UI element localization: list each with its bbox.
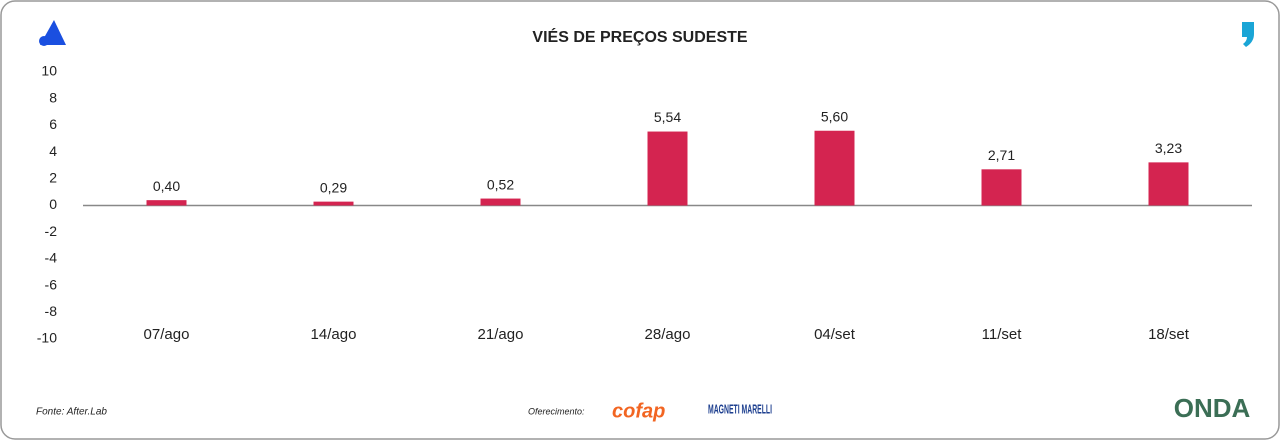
chart-title: VIÉS DE PREÇOS SUDESTE: [532, 27, 747, 46]
value-label: 2,71: [988, 147, 1015, 163]
y-tick-label: 2: [49, 170, 57, 186]
x-tick-label: 21/ago: [478, 326, 524, 343]
y-tick-label: -6: [45, 276, 58, 292]
y-tick-label: 8: [49, 89, 57, 105]
y-tick-label: -2: [45, 223, 58, 239]
value-label: 5,54: [654, 109, 681, 125]
x-tick-label: 28/ago: [645, 326, 691, 343]
value-label: 5,60: [821, 108, 848, 124]
bar: [1148, 162, 1189, 206]
bar: [814, 130, 855, 206]
y-tick-label: -8: [45, 303, 58, 319]
x-tick-label: 14/ago: [311, 326, 357, 343]
bar: [981, 169, 1022, 206]
sponsor-logo: MAGNETI MARELLI: [708, 401, 772, 416]
logo-right: [1242, 22, 1254, 47]
sponsor-logo: cofap: [612, 400, 665, 422]
y-tick-label: -4: [45, 250, 58, 266]
value-label: 3,23: [1155, 140, 1182, 156]
bar: [480, 198, 521, 206]
y-tick-label: 0: [49, 196, 57, 212]
x-tick-label: 04/set: [814, 326, 856, 343]
x-tick-label: 07/ago: [144, 326, 190, 343]
brand-logo: ONDA: [1174, 393, 1251, 423]
value-label: 0,52: [487, 176, 514, 192]
x-tick-label: 11/set: [982, 326, 1023, 343]
y-tick-label: 10: [41, 63, 57, 79]
y-tick-label: 4: [49, 143, 57, 159]
bar: [146, 200, 187, 206]
value-label: 0,40: [153, 178, 180, 194]
logo-left: [39, 20, 66, 46]
sponsor-label: Oferecimento:: [528, 406, 585, 416]
x-tick-label: 18/set: [1148, 326, 1190, 343]
source: Fonte: After.Lab: [36, 407, 107, 418]
value-label: 0,29: [320, 179, 347, 195]
bar: [313, 201, 354, 206]
y-tick-label: 6: [49, 116, 57, 132]
bar: [647, 131, 688, 206]
y-tick-label: -10: [37, 330, 57, 346]
